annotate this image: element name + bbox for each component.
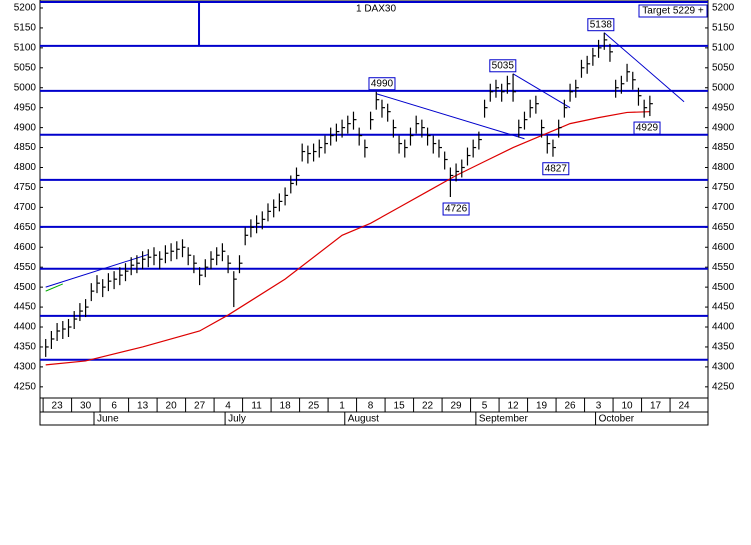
trend-line xyxy=(45,283,63,292)
x-tick-label: 8 xyxy=(368,401,374,412)
x-tick-label: 3 xyxy=(596,401,602,412)
y-tick-label-right: 4300 xyxy=(712,362,735,373)
y-tick-label-right: 4700 xyxy=(712,202,735,213)
y-tick-label: 5050 xyxy=(14,62,37,73)
annotation-label: 5138 xyxy=(590,19,613,30)
x-tick-label: 22 xyxy=(422,401,434,412)
y-tick-label: 5000 xyxy=(14,82,37,93)
y-tick-label-right: 4600 xyxy=(712,242,735,253)
y-tick-label: 5100 xyxy=(14,42,37,53)
trend-line xyxy=(376,93,525,140)
y-tick-label-right: 5050 xyxy=(712,62,735,73)
y-tick-label-right: 5000 xyxy=(712,82,735,93)
y-tick-label: 4950 xyxy=(14,102,37,113)
y-tick-label: 4300 xyxy=(14,362,37,373)
annotation-box xyxy=(587,18,615,32)
x-tick-label: 5 xyxy=(482,401,488,412)
note-label: Target 5229 + xyxy=(642,6,704,17)
y-tick-label: 5150 xyxy=(14,23,37,34)
y-tick-label-right: 4350 xyxy=(712,342,735,353)
note-box xyxy=(638,4,708,18)
y-tick-label-right: 4850 xyxy=(712,142,735,153)
month-label: June xyxy=(97,414,119,425)
plot-frame xyxy=(39,0,709,399)
y-tick-label: 4450 xyxy=(14,302,37,313)
y-tick-label: 4550 xyxy=(14,262,37,273)
x-tick-label: 24 xyxy=(678,401,690,412)
x-tick-label: 1 xyxy=(339,401,345,412)
x-tick-label: 26 xyxy=(565,401,577,412)
chart-title: 1 DAX30 xyxy=(356,4,396,15)
month-label: September xyxy=(479,414,529,425)
annotation-label: 4827 xyxy=(545,163,568,174)
annotation-label: 4929 xyxy=(636,123,659,134)
annotation-label: 5035 xyxy=(492,60,515,71)
month-label: October xyxy=(599,414,635,425)
y-tick-label: 4750 xyxy=(14,182,37,193)
y-tick-label: 4900 xyxy=(14,122,37,133)
x-tick-label: 15 xyxy=(394,401,406,412)
y-tick-label-right: 4900 xyxy=(712,122,735,133)
x-tick-label: 17 xyxy=(650,401,662,412)
y-tick-label-right: 5150 xyxy=(712,23,735,34)
y-tick-label: 4350 xyxy=(14,342,37,353)
y-tick-label-right: 4450 xyxy=(712,302,735,313)
x-tick-label: 13 xyxy=(137,401,149,412)
y-tick-label-right: 4400 xyxy=(712,322,735,333)
annotation-box xyxy=(442,202,470,216)
x-tick-label: 29 xyxy=(451,401,463,412)
month-label: July xyxy=(228,414,246,425)
x-tick-label: 6 xyxy=(111,401,117,412)
x-tick-label: 10 xyxy=(622,401,634,412)
x-tick-label: 4 xyxy=(225,401,231,412)
y-tick-label-right: 5100 xyxy=(712,42,735,53)
y-tick-label: 4600 xyxy=(14,242,37,253)
y-tick-label-right: 4950 xyxy=(712,102,735,113)
y-tick-label-right: 5200 xyxy=(712,3,735,14)
x-tick-label: 12 xyxy=(508,401,520,412)
y-tick-label: 4700 xyxy=(14,202,37,213)
x-tick-label: 23 xyxy=(52,401,64,412)
annotation-label: 4990 xyxy=(371,78,394,89)
trend-line xyxy=(603,32,685,103)
y-tick-label: 4800 xyxy=(14,162,37,173)
y-tick-label-right: 4550 xyxy=(712,262,735,273)
y-tick-label: 4250 xyxy=(14,381,37,392)
y-tick-label: 4400 xyxy=(14,322,37,333)
y-tick-label: 4500 xyxy=(14,282,37,293)
x-tick-label: 19 xyxy=(536,401,548,412)
y-tick-label: 4850 xyxy=(14,142,37,153)
x-tick-label: 30 xyxy=(80,401,92,412)
annotation-box xyxy=(633,121,661,135)
y-tick-label-right: 4250 xyxy=(712,381,735,392)
x-tick-label: 11 xyxy=(251,401,262,412)
y-tick-label-right: 4650 xyxy=(712,222,735,233)
month-label: August xyxy=(348,414,379,425)
moving-average xyxy=(45,111,650,366)
x-tick-label: 25 xyxy=(308,401,320,412)
y-tick-label-right: 4800 xyxy=(712,162,735,173)
x-tick-label: 18 xyxy=(280,401,292,412)
annotation-box xyxy=(542,162,570,176)
x-tick-label: 20 xyxy=(166,401,178,412)
annotation-box xyxy=(489,59,517,73)
annotation-box xyxy=(368,77,396,91)
annotation-label: 4726 xyxy=(445,204,468,215)
trend-line xyxy=(512,73,571,109)
y-tick-label-right: 4500 xyxy=(712,282,735,293)
y-tick-label-right: 4750 xyxy=(712,182,735,193)
x-tick-label: 27 xyxy=(194,401,206,412)
y-tick-label: 5200 xyxy=(14,3,37,14)
y-tick-label: 4650 xyxy=(14,222,37,233)
